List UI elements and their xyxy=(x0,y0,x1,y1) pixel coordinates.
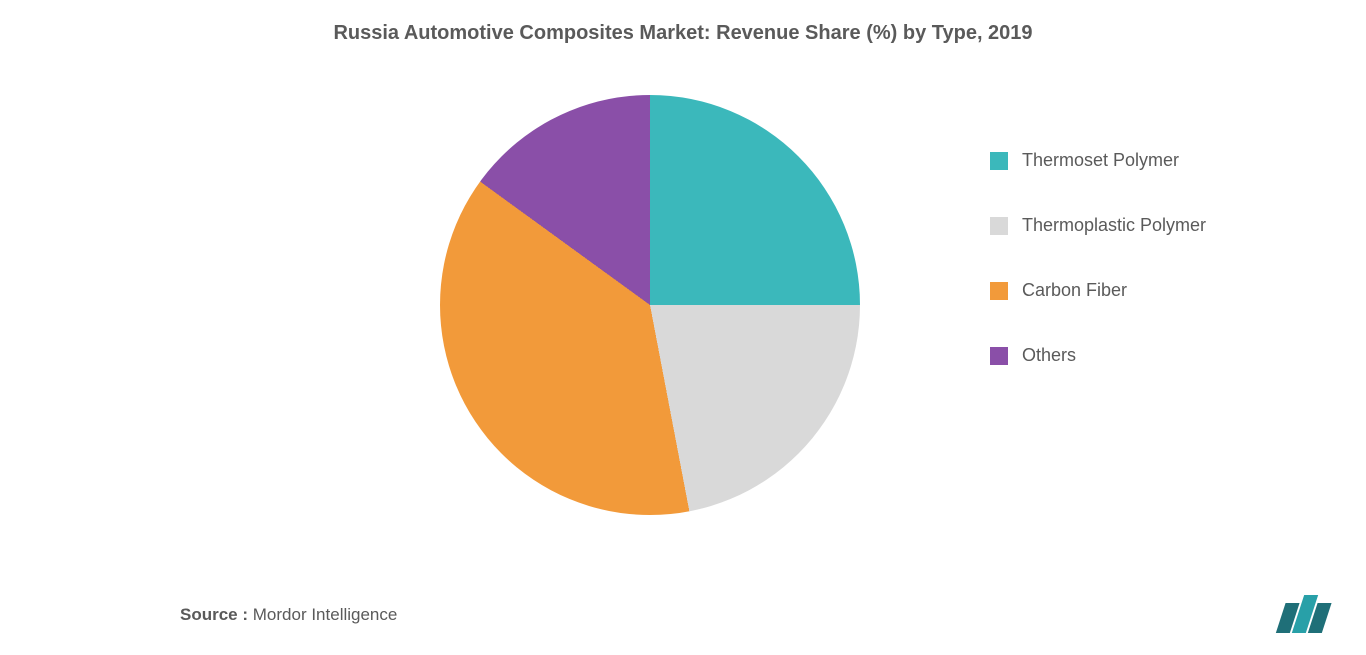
legend-label: Thermoset Polymer xyxy=(1022,150,1179,171)
legend-swatch xyxy=(990,282,1008,300)
source-label: Source : xyxy=(180,605,248,624)
legend-item: Carbon Fiber xyxy=(990,280,1206,301)
pie-graphic xyxy=(440,95,860,515)
legend-swatch xyxy=(990,152,1008,170)
legend-swatch xyxy=(990,347,1008,365)
legend-item: Thermoplastic Polymer xyxy=(990,215,1206,236)
chart-title: Russia Automotive Composites Market: Rev… xyxy=(0,22,1366,45)
legend-swatch xyxy=(990,217,1008,235)
legend-label: Others xyxy=(1022,345,1076,366)
source-text: Mordor Intelligence xyxy=(253,605,398,624)
legend: Thermoset Polymer Thermoplastic Polymer Ca… xyxy=(990,150,1206,366)
pie-chart xyxy=(440,95,860,515)
chart-container: Russia Automotive Composites Market: Rev… xyxy=(0,0,1366,655)
mordor-logo xyxy=(1282,595,1328,633)
legend-label: Carbon Fiber xyxy=(1022,280,1127,301)
legend-item: Others xyxy=(990,345,1206,366)
source-line: Source : Mordor Intelligence xyxy=(180,605,397,625)
legend-item: Thermoset Polymer xyxy=(990,150,1206,171)
legend-label: Thermoplastic Polymer xyxy=(1022,215,1206,236)
